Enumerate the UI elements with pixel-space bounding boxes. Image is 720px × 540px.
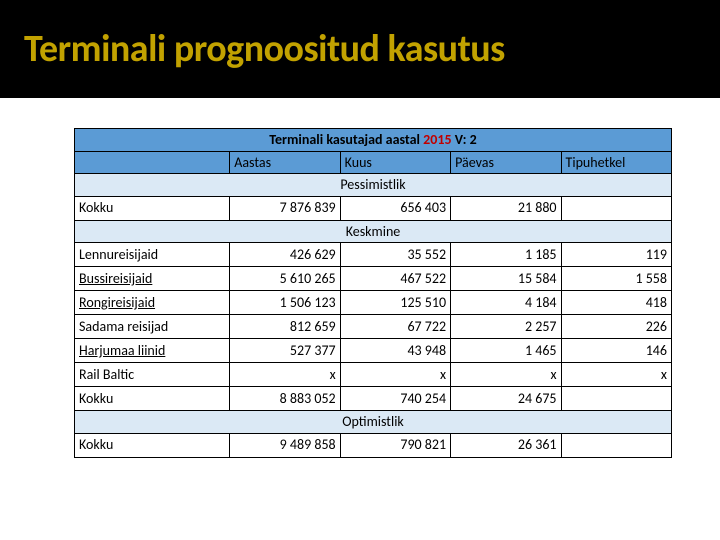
col-blank <box>75 151 230 174</box>
table-container: Terminali kasutajad aastal 2015 V: 2 Aas… <box>0 98 720 458</box>
cell: 2 257 <box>451 315 561 339</box>
page-title: Terminali prognoositud kasutus <box>24 26 505 72</box>
caption-row: Terminali kasutajad aastal 2015 V: 2 <box>75 129 672 152</box>
col-kuus: Kuus <box>340 151 450 174</box>
col-paevas: Päevas <box>451 151 561 174</box>
row-label: Kokku <box>75 433 230 457</box>
cell: 426 629 <box>230 243 340 267</box>
cell: 656 403 <box>340 196 450 220</box>
cell: 4 184 <box>451 291 561 315</box>
cell: 119 <box>561 243 671 267</box>
cell: x <box>340 363 450 387</box>
caption-year: 2015 <box>423 131 451 148</box>
header-row: Aastas Kuus Päevas Tipuhetkel <box>75 151 672 174</box>
cell: 418 <box>561 291 671 315</box>
section-pessimistlik: Pessimistlik <box>75 174 672 197</box>
cell: 21 880 <box>451 196 561 220</box>
section-label: Optimistlik <box>75 411 672 434</box>
caption-prefix: Terminali kasutajad aastal <box>269 131 423 148</box>
section-optimistlik: Optimistlik <box>75 411 672 434</box>
cell: 15 584 <box>451 267 561 291</box>
cell: 467 522 <box>340 267 450 291</box>
section-keskmine: Keskmine <box>75 220 672 243</box>
cell: 812 659 <box>230 315 340 339</box>
row-label: Kokku <box>75 196 230 220</box>
table-row: Bussireisijaid 5 610 265 467 522 15 584 … <box>75 267 672 291</box>
row-label: Kokku <box>75 387 230 411</box>
cell: 146 <box>561 339 671 363</box>
cell: 1 506 123 <box>230 291 340 315</box>
cell <box>561 387 671 411</box>
cell: 8 883 052 <box>230 387 340 411</box>
row-label: Rongireisijaid <box>75 291 230 315</box>
cell: 226 <box>561 315 671 339</box>
cell: 1 465 <box>451 339 561 363</box>
section-label: Pessimistlik <box>75 174 672 197</box>
title-band: Terminali prognoositud kasutus <box>0 0 720 98</box>
table-row: Kokku 8 883 052 740 254 24 675 <box>75 387 672 411</box>
col-tipuhetkel: Tipuhetkel <box>561 151 671 174</box>
table-row: Kokku 7 876 839 656 403 21 880 <box>75 196 672 220</box>
cell: 9 489 858 <box>230 433 340 457</box>
cell: x <box>230 363 340 387</box>
cell: 790 821 <box>340 433 450 457</box>
row-label: Bussireisijaid <box>75 267 230 291</box>
cell: 5 610 265 <box>230 267 340 291</box>
table-row: Rongireisijaid 1 506 123 125 510 4 184 4… <box>75 291 672 315</box>
cell: 1 185 <box>451 243 561 267</box>
row-label: Harjumaa liinid <box>75 339 230 363</box>
cell: 43 948 <box>340 339 450 363</box>
cell: 1 558 <box>561 267 671 291</box>
table-row: Harjumaa liinid 527 377 43 948 1 465 146 <box>75 339 672 363</box>
table-row: Lennureisijaid 426 629 35 552 1 185 119 <box>75 243 672 267</box>
section-label: Keskmine <box>75 220 672 243</box>
col-aastas: Aastas <box>230 151 340 174</box>
cell: 125 510 <box>340 291 450 315</box>
cell <box>561 196 671 220</box>
forecast-table: Terminali kasutajad aastal 2015 V: 2 Aas… <box>74 128 672 458</box>
cell: x <box>561 363 671 387</box>
table-row: Sadama reisijad 812 659 67 722 2 257 226 <box>75 315 672 339</box>
table-caption: Terminali kasutajad aastal 2015 V: 2 <box>75 129 672 152</box>
cell <box>561 433 671 457</box>
cell: 7 876 839 <box>230 196 340 220</box>
table-row: Rail Baltic x x x x <box>75 363 672 387</box>
row-label: Rail Baltic <box>75 363 230 387</box>
row-label: Sadama reisijad <box>75 315 230 339</box>
cell: 740 254 <box>340 387 450 411</box>
caption-suffix: V: 2 <box>452 131 477 148</box>
cell: 26 361 <box>451 433 561 457</box>
cell: 24 675 <box>451 387 561 411</box>
cell: x <box>451 363 561 387</box>
cell: 35 552 <box>340 243 450 267</box>
cell: 67 722 <box>340 315 450 339</box>
cell: 527 377 <box>230 339 340 363</box>
table-row: Kokku 9 489 858 790 821 26 361 <box>75 433 672 457</box>
row-label: Lennureisijaid <box>75 243 230 267</box>
